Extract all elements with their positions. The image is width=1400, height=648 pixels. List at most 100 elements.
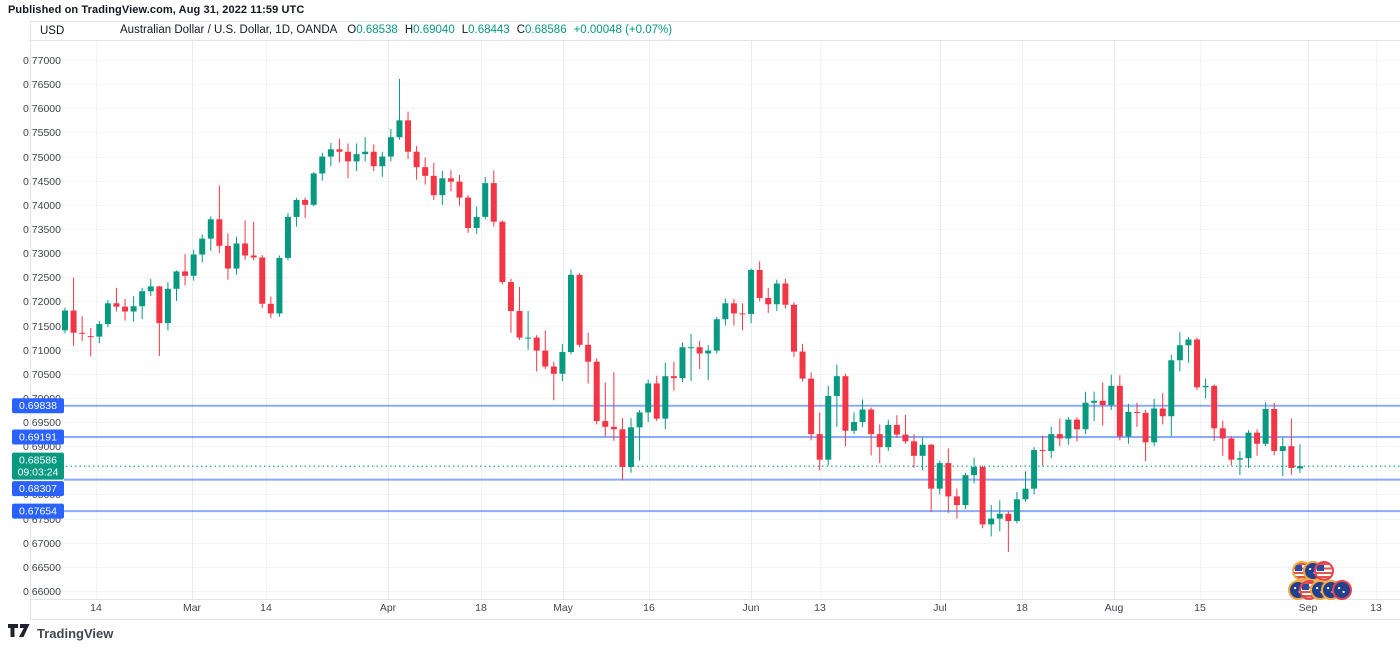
candle-body: [276, 257, 283, 314]
candle-body: [1185, 339, 1192, 346]
candle-body: [876, 434, 883, 448]
price-level-badge[interactable]: [12, 398, 64, 414]
candle-body: [379, 156, 386, 167]
candle-body: [722, 303, 729, 320]
candle-body: [1065, 419, 1072, 439]
candle-body: [971, 466, 978, 476]
candle-body: [1073, 419, 1080, 430]
candle-body: [473, 216, 480, 228]
tradingview-logo-icon: [8, 624, 30, 643]
time-axis-label: Jun: [743, 602, 760, 614]
candle-body: [748, 269, 755, 314]
candle-body: [1211, 385, 1218, 429]
time-axis-label: Jul: [933, 602, 946, 614]
price-level-badge[interactable]: [12, 429, 64, 445]
last-price-badge[interactable]: [12, 452, 64, 480]
candle-body: [113, 303, 120, 307]
candle-body: [1279, 446, 1286, 452]
candle-body: [173, 271, 180, 289]
price-axis-label: 0.73500: [23, 224, 61, 236]
candle-body: [705, 350, 712, 354]
price-axis-label: 0.66000: [23, 586, 61, 598]
candle-body: [1262, 409, 1269, 444]
candle-body: [259, 257, 266, 304]
price-axis-label: 0.71500: [23, 321, 61, 333]
price-level-badge[interactable]: [12, 503, 64, 519]
time-axis-label: Mar: [183, 602, 202, 614]
candle-body: [1194, 339, 1201, 388]
price-axis-label: 0.66500: [23, 562, 61, 574]
candle-body: [1082, 402, 1089, 430]
candle-body: [190, 254, 197, 276]
candle-body: [182, 271, 189, 276]
candle-body: [1056, 434, 1063, 439]
candle-body: [576, 274, 583, 345]
candle-body: [387, 137, 394, 157]
candle-body: [87, 336, 94, 338]
time-axis-label: 15: [1194, 602, 1206, 614]
candle-body: [619, 429, 626, 467]
candle-body: [602, 421, 609, 427]
symbol-legend: Australian Dollar / U.S. Dollar, 1D, OAN…: [120, 24, 672, 36]
candle-body: [456, 181, 463, 198]
price-axis-label: 0.76000: [23, 103, 61, 115]
candle-body: [1202, 385, 1209, 388]
candle-body: [353, 154, 360, 162]
bar-countdown: 09:03:24: [18, 467, 59, 479]
candle-body: [893, 424, 900, 435]
candle-body: [799, 351, 806, 379]
candle-body: [1271, 409, 1278, 452]
candle-body: [739, 313, 746, 315]
change-value: +0.00048 (+0.07%): [573, 24, 673, 36]
price-axis-label: 0.75500: [23, 127, 61, 139]
candle-body: [482, 183, 489, 217]
candle-body: [490, 183, 497, 222]
candle-body: [533, 337, 540, 351]
candle-body: [164, 288, 171, 324]
candle-body: [696, 347, 703, 354]
candle-body: [293, 199, 300, 217]
candle-body: [362, 151, 369, 155]
candle-body: [996, 513, 1003, 519]
price-axis-label: 0.72500: [23, 272, 61, 284]
time-axis-label: Sep: [1299, 602, 1318, 614]
ohlc-open: O0.68538: [347, 24, 398, 36]
candle-body: [1236, 458, 1243, 460]
tradingview-footer[interactable]: TradingView: [8, 624, 113, 643]
candle-body: [422, 167, 429, 176]
time-axis-label: May: [553, 602, 574, 614]
candle-body: [79, 332, 86, 334]
candle-body: [370, 151, 377, 167]
candle-body: [859, 409, 866, 423]
candle-body: [1125, 411, 1132, 437]
price-level-badge[interactable]: [12, 481, 64, 497]
candle-body: [413, 151, 420, 168]
candle-body: [147, 286, 154, 292]
candle-body: [1159, 408, 1166, 417]
price-axis-label: 0.74500: [23, 176, 61, 188]
candle-body: [267, 303, 274, 314]
ohlc-close: C0.68586: [516, 24, 567, 36]
candle-body: [593, 361, 600, 422]
candle-body: [636, 412, 643, 428]
candle-body: [233, 243, 240, 269]
price-axis-label: 0.67000: [23, 538, 61, 550]
symbol-title[interactable]: Australian Dollar / U.S. Dollar, 1D, OAN…: [120, 24, 338, 36]
candle-body: [1039, 450, 1046, 452]
candle-body: [585, 344, 592, 362]
candle-body: [130, 306, 137, 312]
candle-body: [1296, 466, 1303, 469]
candle-body: [919, 444, 926, 456]
price-axis-label: 0.75000: [23, 152, 61, 164]
price-level-badge-value: 0.68307: [19, 483, 57, 495]
candle-body: [122, 306, 129, 312]
candle-body: [936, 463, 943, 489]
candle-body: [327, 149, 334, 157]
candle-body: [465, 197, 472, 228]
candle-body: [790, 304, 797, 352]
candle-body: [1151, 408, 1158, 443]
price-axis-label: 0.71000: [23, 345, 61, 357]
tradingview-brand-text: TradingView: [37, 626, 114, 641]
